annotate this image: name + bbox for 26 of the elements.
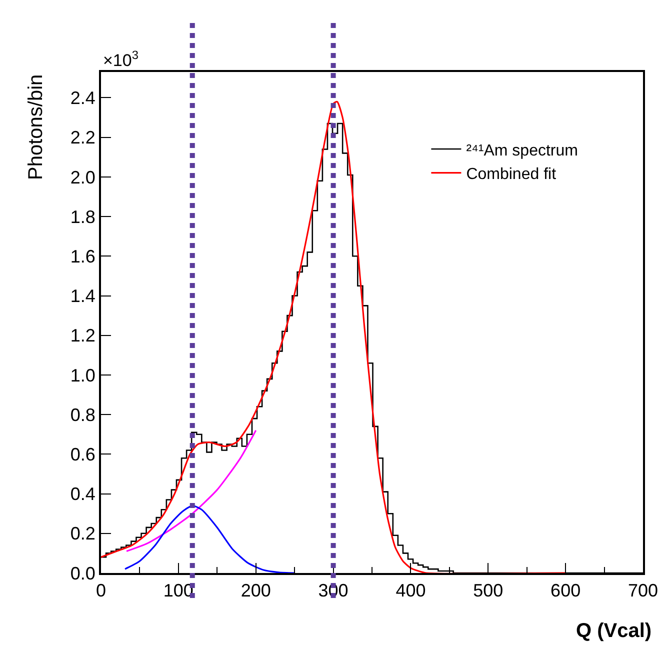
legend-label: Combined fit xyxy=(466,166,557,184)
y-tick-label: 0.6 xyxy=(70,444,96,464)
text: ×10$^{3}$ xyxy=(103,48,139,70)
y-axis-title: Photons/bin xyxy=(24,74,47,180)
x-tick-label: 500 xyxy=(473,580,504,601)
y-tick-label: 0.4 xyxy=(70,484,96,504)
y-tick-label: 1.6 xyxy=(70,246,96,266)
legend-label: ²⁴¹Am spectrum xyxy=(466,142,578,160)
x-tick-label: 0 xyxy=(96,580,106,601)
y-tick-label: 1.0 xyxy=(70,365,96,386)
y-tick-label: 0.0 xyxy=(70,563,96,584)
y-tick-label: 1.2 xyxy=(70,326,96,346)
y-tick-label: 0.2 xyxy=(70,524,96,544)
y-tick-label: 0.8 xyxy=(70,404,96,425)
line-series xyxy=(126,430,257,552)
x-axis-title: Q (Vcal) xyxy=(576,620,652,642)
y-tick-label: 2.4 xyxy=(70,88,96,108)
x-tick-label: 700 xyxy=(628,580,658,601)
x-tick-label: 400 xyxy=(396,580,426,601)
line-series xyxy=(124,504,296,573)
x-tick-label: 200 xyxy=(240,580,271,601)
y-tick-label: 2.0 xyxy=(70,167,96,188)
y-tick-label: 1.8 xyxy=(70,206,96,227)
x-tick-label: 600 xyxy=(550,580,581,601)
y-tick-label: 1.4 xyxy=(70,286,96,306)
y-tick-label: 2.2 xyxy=(70,128,96,148)
